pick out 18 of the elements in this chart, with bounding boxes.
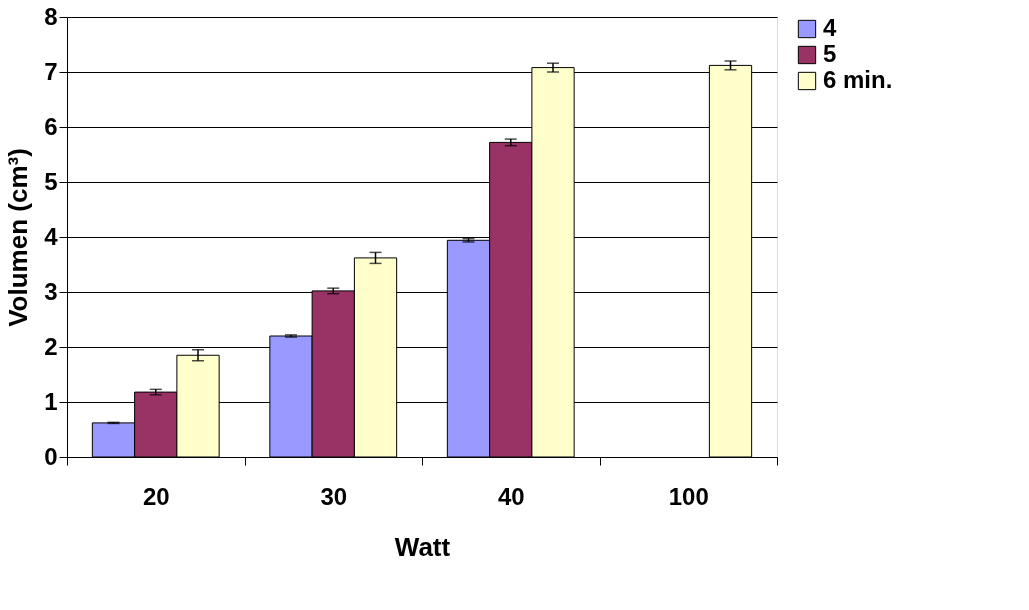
legend-label: 6 min. [823, 66, 893, 93]
y-axis-title: Volumen (cm³) [3, 148, 34, 327]
y-tick-label: 8 [44, 2, 58, 30]
y-tick-label: 5 [44, 167, 58, 195]
y-tick-label: 4 [44, 222, 59, 250]
legend-label: 5 [823, 40, 837, 67]
y-tick-label: 6 [44, 112, 58, 140]
x-tick-label: 40 [497, 482, 525, 510]
y-tick-label: 1 [44, 387, 58, 415]
legend-label: 4 [823, 14, 837, 41]
y-tick-label: 7 [44, 57, 58, 85]
y-tick-label: 3 [44, 277, 58, 305]
x-axis-title: Watt [394, 531, 451, 562]
y-tick-label: 0 [44, 442, 58, 470]
y-tick-label: 2 [44, 332, 58, 360]
x-tick-label: 30 [320, 482, 348, 510]
x-tick-label: 20 [142, 482, 170, 510]
x-tick-label: 100 [668, 482, 709, 510]
